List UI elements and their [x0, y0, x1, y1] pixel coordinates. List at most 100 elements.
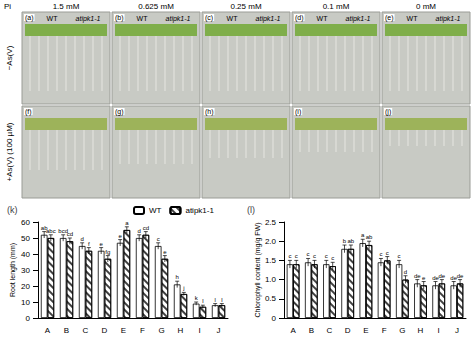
svg-text:e: e — [119, 233, 123, 239]
svg-text:Root length (mm): Root length (mm) — [9, 243, 17, 297]
svg-text:2.5: 2.5 — [265, 218, 277, 227]
svg-text:fg: fg — [105, 249, 110, 255]
svg-text:WT: WT — [137, 15, 149, 22]
svg-text:l: l — [215, 297, 216, 303]
svg-text:I: I — [198, 326, 200, 335]
svg-text:B: B — [309, 326, 314, 335]
svg-text:a: a — [125, 220, 129, 226]
svg-text:f: f — [88, 241, 90, 247]
svg-text:cd: cd — [143, 225, 149, 231]
svg-text:l: l — [221, 297, 222, 303]
svg-text:de: de — [457, 273, 464, 279]
svg-text:0 mM: 0 mM — [416, 2, 436, 11]
svg-text:Chlorophyll content (mg/g FW): Chlorophyll content (mg/g FW) — [254, 223, 262, 318]
svg-text:a: a — [361, 232, 365, 238]
svg-text:WT: WT — [407, 15, 419, 22]
svg-text:atipk1-1: atipk1-1 — [436, 15, 461, 23]
svg-text:0: 0 — [272, 314, 277, 323]
svg-text:c: c — [386, 250, 389, 256]
svg-text:d: d — [138, 228, 141, 234]
svg-text:40: 40 — [21, 250, 30, 259]
svg-text:C: C — [83, 326, 89, 335]
svg-text:I: I — [438, 326, 440, 335]
svg-text:(c): (c) — [205, 14, 213, 22]
svg-text:G: G — [399, 326, 405, 335]
svg-text:ab: ab — [366, 234, 373, 240]
svg-text:atipk1-1: atipk1-1 — [166, 15, 191, 23]
svg-text:F: F — [382, 326, 387, 335]
svg-text:F: F — [140, 326, 145, 335]
svg-text:ab: ab — [348, 238, 355, 244]
svg-text:c: c — [331, 255, 334, 261]
svg-text:G: G — [158, 326, 164, 335]
svg-text:(j): (j) — [385, 108, 391, 116]
svg-text:(e): (e) — [385, 14, 394, 22]
svg-text:(a): (a) — [25, 14, 34, 22]
svg-text:WT: WT — [47, 15, 59, 22]
svg-text:c: c — [295, 253, 298, 259]
svg-text:1.5 mM: 1.5 mM — [53, 2, 80, 11]
svg-text:atipk1-1: atipk1-1 — [185, 206, 214, 215]
svg-text:(l): (l) — [247, 205, 255, 215]
svg-text:h: h — [176, 274, 179, 280]
svg-text:(i): (i) — [295, 108, 301, 116]
svg-text:cd: cd — [67, 231, 73, 237]
svg-text:WT: WT — [227, 15, 239, 22]
svg-text:J: J — [217, 326, 221, 335]
svg-text:de: de — [439, 273, 446, 279]
svg-text:(d): (d) — [295, 14, 304, 22]
svg-text:c: c — [325, 253, 328, 259]
svg-text:e: e — [422, 275, 426, 281]
svg-text:0.5: 0.5 — [265, 294, 277, 303]
svg-text:atipk1-1: atipk1-1 — [256, 15, 281, 23]
svg-text:1.0: 1.0 — [265, 275, 277, 284]
svg-text:E: E — [121, 326, 126, 335]
svg-text:atipk1-1: atipk1-1 — [76, 15, 101, 23]
svg-text:10: 10 — [21, 298, 30, 307]
svg-text:(b): (b) — [115, 14, 124, 22]
svg-text:0: 0 — [26, 314, 31, 323]
svg-text:(h): (h) — [205, 108, 214, 116]
svg-text:C: C — [327, 326, 333, 335]
svg-text:+As(V) (100 µM): +As(V) (100 µM) — [5, 122, 14, 181]
svg-text:−As(V): −As(V) — [5, 45, 14, 70]
svg-text:e: e — [163, 249, 167, 255]
svg-text:2.0: 2.0 — [265, 237, 277, 246]
svg-text:0.25 mM: 0.25 mM — [230, 2, 261, 11]
svg-text:A: A — [290, 326, 296, 335]
svg-text:H: H — [178, 326, 184, 335]
svg-text:(g): (g) — [115, 108, 124, 116]
svg-text:D: D — [345, 326, 351, 335]
svg-text:D: D — [102, 326, 108, 335]
svg-text:abc: abc — [46, 228, 56, 234]
svg-text:J: J — [455, 326, 459, 335]
svg-text:A: A — [45, 326, 51, 335]
svg-text:H: H — [418, 326, 424, 335]
svg-text:Pi: Pi — [4, 2, 11, 11]
svg-text:c: c — [379, 251, 382, 257]
svg-text:B: B — [64, 326, 69, 335]
svg-text:60: 60 — [21, 218, 30, 227]
svg-text:50: 50 — [21, 234, 30, 243]
svg-text:j: j — [182, 285, 184, 291]
svg-text:d: d — [81, 236, 84, 242]
svg-text:atipk1-1: atipk1-1 — [346, 15, 371, 23]
svg-text:0.1 mM: 0.1 mM — [323, 2, 350, 11]
svg-text:c: c — [313, 253, 316, 259]
svg-text:(f): (f) — [25, 108, 32, 116]
svg-text:d: d — [404, 269, 407, 275]
svg-text:1.5: 1.5 — [265, 256, 277, 265]
svg-text:c: c — [398, 253, 401, 259]
svg-text:de: de — [414, 273, 421, 279]
svg-text:c: c — [307, 251, 310, 257]
svg-text:20: 20 — [21, 282, 30, 291]
svg-text:b: b — [343, 238, 347, 244]
svg-text:30: 30 — [21, 266, 30, 275]
svg-text:c: c — [288, 253, 291, 259]
svg-text:WT: WT — [149, 206, 162, 215]
svg-text:e: e — [100, 241, 104, 247]
svg-text:k: k — [195, 295, 199, 301]
svg-text:c: c — [157, 236, 160, 242]
svg-text:(k): (k) — [7, 205, 18, 215]
svg-text:l: l — [202, 298, 203, 304]
